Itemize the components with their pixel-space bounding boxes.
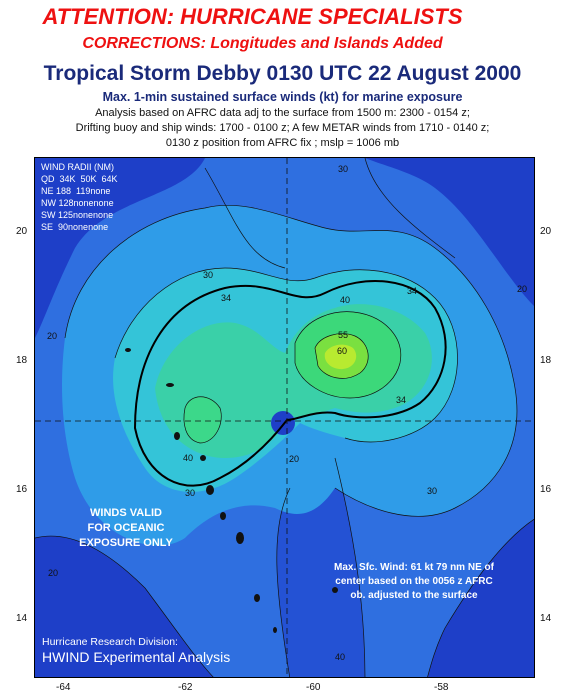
page-subtitle: Max. 1-min sustained surface winds (kt) … [102, 90, 463, 104]
lat-label-14-right: 14 [540, 613, 552, 624]
deep-blue-ne [365, 158, 534, 306]
wind-radii-se: SE 90nonenone [41, 222, 109, 232]
wind-radii-header: QD 34K 50K 64K [41, 174, 118, 184]
island-guadeloupe [206, 485, 214, 495]
contour-label: 40 [335, 652, 346, 662]
contour-label: 30 [427, 486, 438, 496]
max-wind-core [324, 344, 357, 370]
wind-radii-title: WIND RADII (NM) [41, 162, 114, 172]
island-st-lucia [254, 594, 260, 602]
contour-label: 20 [47, 331, 58, 341]
storm-center [271, 411, 295, 435]
lat-label-20-right: 20 [540, 226, 552, 237]
corrections-banner: CORRECTIONS: Longitudes and Islands Adde… [82, 35, 443, 52]
contour-label: 30 [185, 488, 196, 498]
contour-lines [35, 158, 534, 677]
island-anguilla [166, 383, 174, 387]
wind-radii-ne: NE 188 119none [41, 186, 111, 196]
analysis-line-2: Drifting buoy and ship winds: 1700 - 010… [75, 122, 490, 134]
island-culebra [125, 348, 131, 352]
contour-34kt [133, 280, 447, 487]
island-dominica [220, 512, 226, 520]
lat-label-20-left: 20 [16, 226, 28, 237]
island-martinique [236, 532, 244, 544]
contour-label: 34 [396, 395, 407, 405]
wind-field-svg [35, 158, 534, 677]
contour-label: 40 [183, 453, 194, 463]
analysis-line-1: Analysis based on AFRC data adj to the s… [95, 107, 470, 119]
lon-label-60: -60 [306, 682, 321, 693]
lat-label-16-left: 16 [16, 484, 28, 495]
wind-analysis-map: WIND RADII (NM) QD 34K 50K 64K NE 188 11… [34, 157, 535, 678]
contour-label: 20 [517, 284, 528, 294]
contour-label: 20 [48, 568, 59, 578]
wind-radii-nw: NW 128nonenone [41, 198, 114, 208]
contour-label: 30 [203, 270, 214, 280]
lon-label-62: -62 [178, 682, 193, 693]
island-barbados [332, 587, 338, 593]
max-wind-note: Max. Sfc. Wind: 61 kt 79 nm NE of center… [334, 562, 494, 601]
attention-banner: ATTENTION: HURRICANE SPECIALISTS [42, 4, 463, 29]
island-montserrat [200, 455, 206, 461]
deep-blue-nw [35, 158, 205, 338]
credit-line-2: HWIND Experimental Analysis [42, 649, 231, 665]
green-west-zone [183, 396, 222, 443]
page-title: Tropical Storm Debby 0130 UTC 22 August … [43, 62, 522, 85]
island-st-vincent [273, 627, 277, 633]
island-antigua [174, 432, 180, 440]
islands [125, 348, 338, 633]
lon-label-64: -64 [56, 682, 71, 693]
deep-blue-se [427, 519, 534, 677]
contour-label: 55 [338, 330, 349, 340]
contour-label: 34 [407, 286, 418, 296]
contour-label: 60 [337, 346, 348, 356]
lon-label-58: -58 [434, 682, 449, 693]
deep-blue-sw [35, 536, 214, 677]
winds-valid-note: WINDS VALID FOR OCEANIC EXPOSURE ONLY [79, 507, 173, 549]
analysis-line-3: 0130 z position from AFRC fix ; mslp = 1… [165, 137, 400, 149]
contour-label: 34 [221, 293, 232, 303]
contour-label: 30 [338, 164, 349, 174]
lat-label-18-left: 18 [16, 355, 28, 366]
lat-label-16-right: 16 [540, 484, 552, 495]
contour-label: 40 [340, 295, 351, 305]
wind-radii-sw: SW 125nonenone [41, 210, 114, 220]
lat-label-14-left: 14 [16, 613, 28, 624]
lat-label-18-right: 18 [540, 355, 552, 366]
credit-line-1: Hurricane Research Division: [42, 636, 178, 648]
contour-label: 20 [289, 454, 300, 464]
